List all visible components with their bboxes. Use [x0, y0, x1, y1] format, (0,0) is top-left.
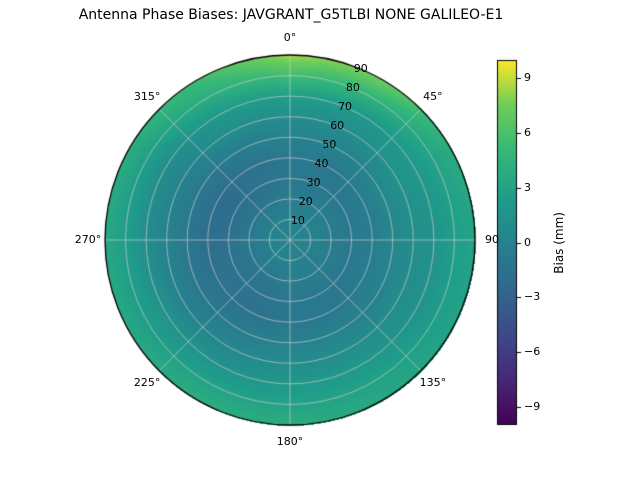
colorbar-label: Bias (mm) — [552, 211, 566, 274]
theta-tick-label: 135° — [419, 375, 447, 389]
colorbar-tick-label: −3 — [524, 290, 541, 304]
theta-tick-label: 315° — [133, 90, 161, 104]
colorbar-tick-label: 9 — [524, 71, 531, 85]
colorbar-tick-label: 3 — [524, 180, 531, 194]
radial-tick-label: 10 — [290, 214, 305, 227]
radial-tick-label: 50 — [322, 138, 337, 152]
theta-tick-label: 225° — [133, 375, 161, 389]
radial-tick-label: 60 — [330, 119, 345, 133]
radial-tick-label: 30 — [306, 176, 321, 190]
colorbar-tick-label: −9 — [524, 399, 541, 413]
theta-tick-label: 90 — [485, 233, 499, 246]
theta-tick-label: 180° — [276, 435, 304, 448]
radial-tick-label: 70 — [338, 100, 353, 114]
radial-tick-label: 40 — [314, 157, 329, 171]
chart-title: Antenna Phase Biases: JAVGRANT_G5TLBI NO… — [78, 7, 504, 23]
radial-tick-label: 80 — [345, 81, 360, 95]
radial-tick-label: 90 — [353, 62, 368, 76]
colorbar-tick-label: 0 — [524, 235, 531, 249]
colorbar-label-wrap: Bias (mm) — [552, 60, 566, 425]
theta-tick-label: 270° — [74, 233, 102, 246]
colorbar-tick-label: −6 — [524, 345, 541, 358]
colorbar-tick-label: 6 — [524, 126, 531, 139]
radial-tick-label: 20 — [298, 195, 313, 209]
theta-tick-label: 45° — [423, 90, 443, 104]
theta-tick-label: 0° — [283, 31, 297, 44]
